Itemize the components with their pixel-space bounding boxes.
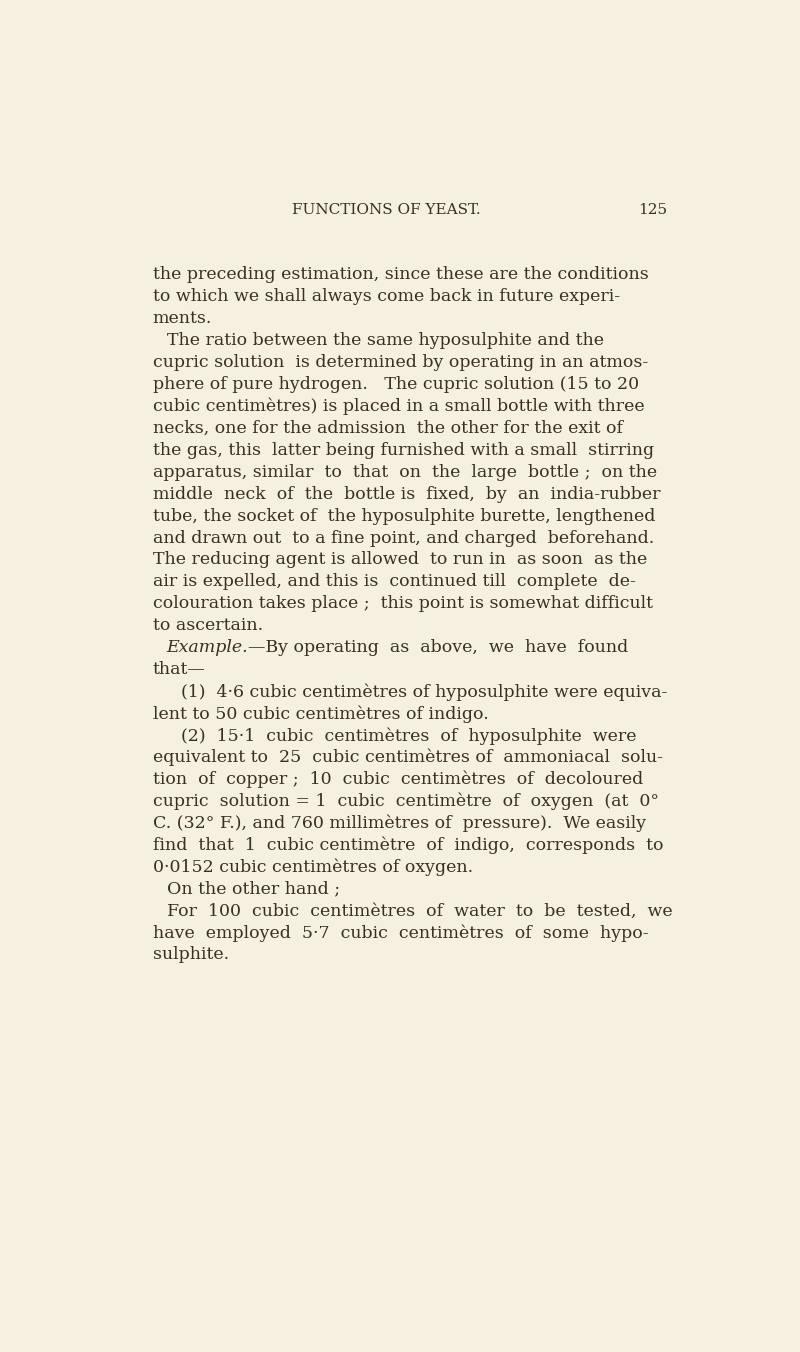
Text: FUNCTIONS OF YEAST.: FUNCTIONS OF YEAST. [293, 203, 481, 216]
Text: ments.: ments. [153, 310, 212, 327]
Text: cupric solution  is determined by operating in an atmos-: cupric solution is determined by operati… [153, 354, 648, 370]
Text: apparatus, similar  to  that  on  the  large  bottle ;  on the: apparatus, similar to that on the large … [153, 464, 657, 481]
Text: The reducing agent is allowed  to run in  as soon  as the: The reducing agent is allowed to run in … [153, 552, 647, 568]
Text: the gas, this  latter being furnished with a small  stirring: the gas, this latter being furnished wit… [153, 442, 654, 458]
Text: colouration takes place ;  this point is somewhat difficult: colouration takes place ; this point is … [153, 595, 653, 612]
Text: 0·0152 cubic centimètres of oxygen.: 0·0152 cubic centimètres of oxygen. [153, 859, 473, 876]
Text: For  100  cubic  centimètres  of  water  to  be  tested,  we: For 100 cubic centimètres of water to be… [166, 903, 672, 919]
Text: The ratio between the same hyposulphite and the: The ratio between the same hyposulphite … [166, 333, 604, 349]
Text: equivalent to  25  cubic centimètres of  ammoniacal  solu-: equivalent to 25 cubic centimètres of am… [153, 749, 662, 767]
Text: tube, the socket of  the hyposulphite burette, lengthened: tube, the socket of the hyposulphite bur… [153, 507, 655, 525]
Text: lent to 50 cubic centimètres of indigo.: lent to 50 cubic centimètres of indigo. [153, 706, 489, 722]
Text: and drawn out  to a fine point, and charged  beforehand.: and drawn out to a fine point, and charg… [153, 530, 654, 546]
Text: (2)  15·1  cubic  centimètres  of  hyposulphite  were: (2) 15·1 cubic centimètres of hyposulphi… [181, 727, 636, 745]
Text: tion  of  copper ;  10  cubic  centimètres  of  decoloured: tion of copper ; 10 cubic centimètres of… [153, 771, 643, 788]
Text: 125: 125 [638, 203, 667, 216]
Text: C. (32° F.), and 760 millimètres of  pressure).  We easily: C. (32° F.), and 760 millimètres of pres… [153, 815, 646, 833]
Text: the preceding estimation, since these are the conditions: the preceding estimation, since these ar… [153, 266, 649, 283]
Text: to which we shall always come back in future experi-: to which we shall always come back in fu… [153, 288, 620, 306]
Text: to ascertain.: to ascertain. [153, 618, 263, 634]
Text: —By operating  as  above,  we  have  found: —By operating as above, we have found [248, 639, 629, 656]
Text: (1)  4·6 cubic centimètres of hyposulphite were equiva-: (1) 4·6 cubic centimètres of hyposulphit… [181, 683, 667, 700]
Text: necks, one for the admission  the other for the exit of: necks, one for the admission the other f… [153, 420, 622, 437]
Text: cupric  solution = 1  cubic  centimètre  of  oxygen  (at  0°: cupric solution = 1 cubic centimètre of … [153, 792, 658, 810]
Text: phere of pure hydrogen.   The cupric solution (15 to 20: phere of pure hydrogen. The cupric solut… [153, 376, 639, 393]
Text: sulphite.: sulphite. [153, 946, 229, 964]
Text: On the other hand ;: On the other hand ; [166, 880, 340, 898]
Text: cubic centimètres) is placed in a small bottle with three: cubic centimètres) is placed in a small … [153, 397, 644, 415]
Text: air is expelled, and this is  continued till  complete  de-: air is expelled, and this is continued t… [153, 573, 635, 591]
Text: middle  neck  of  the  bottle is  fixed,  by  an  india-rubber: middle neck of the bottle is fixed, by a… [153, 485, 660, 503]
Text: have  employed  5·7  cubic  centimètres  of  some  hypo-: have employed 5·7 cubic centimètres of s… [153, 925, 648, 942]
Text: Example.: Example. [166, 639, 248, 656]
Text: find  that  1  cubic centimètre  of  indigo,  corresponds  to: find that 1 cubic centimètre of indigo, … [153, 837, 663, 854]
Text: that—: that— [153, 661, 206, 679]
